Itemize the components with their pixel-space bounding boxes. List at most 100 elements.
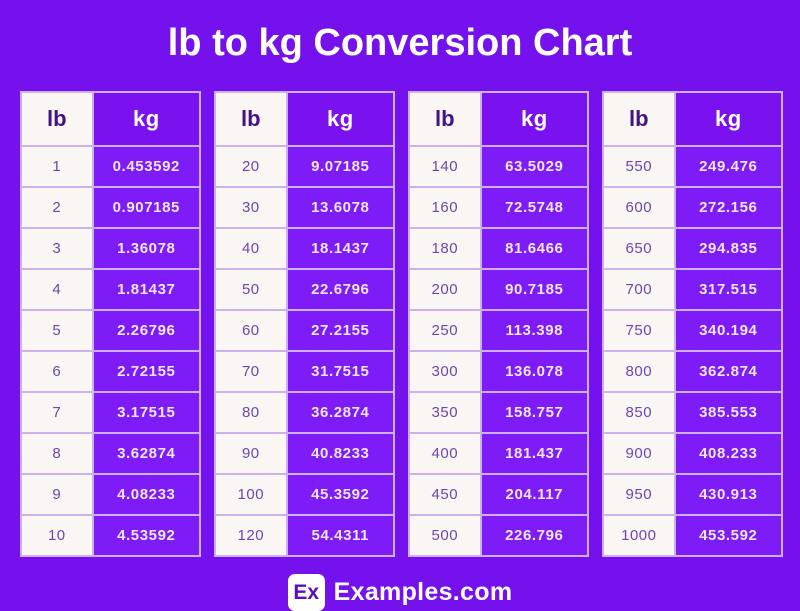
header-row: lb kg bbox=[214, 91, 396, 147]
kg-value-cell: 430.913 bbox=[673, 473, 784, 516]
kg-value-cell: 63.5029 bbox=[479, 145, 590, 188]
table-row: 6 2.72155 bbox=[20, 350, 202, 393]
lb-value-cell: 750 bbox=[602, 309, 676, 352]
lb-value-cell: 180 bbox=[408, 227, 482, 270]
conversion-tables: lb kg 1 0.453592 2 0.907185 3 1.36078 4 1.81437… bbox=[0, 65, 800, 557]
conversion-table-1: lb kg 1 0.453592 2 0.907185 3 1.36078 4 1.81437… bbox=[20, 91, 202, 557]
lb-value-cell: 900 bbox=[602, 432, 676, 475]
table-row: 80 36.2874 bbox=[214, 391, 396, 434]
table-row: 900 408.233 bbox=[602, 432, 784, 475]
table-row: 3 1.36078 bbox=[20, 227, 202, 270]
lb-value-cell: 300 bbox=[408, 350, 482, 393]
examples-logo-icon: Ex bbox=[287, 574, 325, 611]
table-row: 750 340.194 bbox=[602, 309, 784, 352]
kg-value-cell: 1.36078 bbox=[91, 227, 202, 270]
kg-value-cell: 362.874 bbox=[673, 350, 784, 393]
table-row: 2 0.907185 bbox=[20, 186, 202, 229]
lb-value-cell: 90 bbox=[214, 432, 288, 475]
conversion-table-3: lb kg 140 63.5029 160 72.5748 180 81.6466 200 9… bbox=[408, 91, 590, 557]
kg-column-header: kg bbox=[673, 91, 784, 147]
kg-value-cell: 4.08233 bbox=[91, 473, 202, 516]
kg-value-cell: 453.592 bbox=[673, 514, 784, 557]
lb-value-cell: 950 bbox=[602, 473, 676, 516]
kg-value-cell: 408.233 bbox=[673, 432, 784, 475]
kg-value-cell: 2.26796 bbox=[91, 309, 202, 352]
table-row: 100 45.3592 bbox=[214, 473, 396, 516]
table-row: 7 3.17515 bbox=[20, 391, 202, 434]
lb-value-cell: 7 bbox=[20, 391, 94, 434]
table-row: 600 272.156 bbox=[602, 186, 784, 229]
table-row: 1 0.453592 bbox=[20, 145, 202, 188]
header-row: lb kg bbox=[408, 91, 590, 147]
kg-column-header: kg bbox=[285, 91, 396, 147]
table-row: 1000 453.592 bbox=[602, 514, 784, 557]
table-row: 120 54.4311 bbox=[214, 514, 396, 557]
table-row: 950 430.913 bbox=[602, 473, 784, 516]
lb-value-cell: 20 bbox=[214, 145, 288, 188]
lb-value-cell: 3 bbox=[20, 227, 94, 270]
kg-value-cell: 81.6466 bbox=[479, 227, 590, 270]
lb-value-cell: 30 bbox=[214, 186, 288, 229]
lb-value-cell: 600 bbox=[602, 186, 676, 229]
lb-value-cell: 200 bbox=[408, 268, 482, 311]
lb-value-cell: 50 bbox=[214, 268, 288, 311]
lb-value-cell: 550 bbox=[602, 145, 676, 188]
kg-value-cell: 294.835 bbox=[673, 227, 784, 270]
table-row: 800 362.874 bbox=[602, 350, 784, 393]
lb-column-header: lb bbox=[408, 91, 482, 147]
conversion-table-4: lb kg 550 249.476 600 272.156 650 294.835 700 3… bbox=[602, 91, 784, 557]
header-row: lb kg bbox=[602, 91, 784, 147]
kg-value-cell: 54.4311 bbox=[285, 514, 396, 557]
table-row: 50 22.6796 bbox=[214, 268, 396, 311]
table-row: 400 181.437 bbox=[408, 432, 590, 475]
lb-value-cell: 700 bbox=[602, 268, 676, 311]
table-row: 20 9.07185 bbox=[214, 145, 396, 188]
footer: Ex Examples.com bbox=[0, 574, 800, 611]
lb-value-cell: 120 bbox=[214, 514, 288, 557]
lb-value-cell: 1 bbox=[20, 145, 94, 188]
table-row: 250 113.398 bbox=[408, 309, 590, 352]
lb-value-cell: 800 bbox=[602, 350, 676, 393]
lb-value-cell: 10 bbox=[20, 514, 94, 557]
table-row: 40 18.1437 bbox=[214, 227, 396, 270]
kg-value-cell: 136.078 bbox=[479, 350, 590, 393]
table-row: 550 249.476 bbox=[602, 145, 784, 188]
lb-value-cell: 250 bbox=[408, 309, 482, 352]
table-row: 700 317.515 bbox=[602, 268, 784, 311]
lb-value-cell: 80 bbox=[214, 391, 288, 434]
lb-column-header: lb bbox=[602, 91, 676, 147]
kg-value-cell: 27.2155 bbox=[285, 309, 396, 352]
lb-value-cell: 2 bbox=[20, 186, 94, 229]
lb-value-cell: 8 bbox=[20, 432, 94, 475]
table-row: 140 63.5029 bbox=[408, 145, 590, 188]
lb-value-cell: 500 bbox=[408, 514, 482, 557]
kg-value-cell: 181.437 bbox=[479, 432, 590, 475]
table-row: 70 31.7515 bbox=[214, 350, 396, 393]
table-row: 30 13.6078 bbox=[214, 186, 396, 229]
conversion-table-2: lb kg 20 9.07185 30 13.6078 40 18.1437 50 22.67… bbox=[214, 91, 396, 557]
table-row: 4 1.81437 bbox=[20, 268, 202, 311]
table-row: 850 385.553 bbox=[602, 391, 784, 434]
lb-value-cell: 140 bbox=[408, 145, 482, 188]
table-row: 650 294.835 bbox=[602, 227, 784, 270]
kg-value-cell: 158.757 bbox=[479, 391, 590, 434]
kg-value-cell: 40.8233 bbox=[285, 432, 396, 475]
table-row: 300 136.078 bbox=[408, 350, 590, 393]
table-row: 350 158.757 bbox=[408, 391, 590, 434]
lb-value-cell: 9 bbox=[20, 473, 94, 516]
lb-value-cell: 70 bbox=[214, 350, 288, 393]
kg-value-cell: 72.5748 bbox=[479, 186, 590, 229]
site-name: Examples.com bbox=[333, 578, 513, 606]
kg-value-cell: 31.7515 bbox=[285, 350, 396, 393]
kg-value-cell: 22.6796 bbox=[285, 268, 396, 311]
kg-value-cell: 0.453592 bbox=[91, 145, 202, 188]
lb-value-cell: 350 bbox=[408, 391, 482, 434]
table-row: 200 90.7185 bbox=[408, 268, 590, 311]
lb-column-header: lb bbox=[214, 91, 288, 147]
lb-value-cell: 40 bbox=[214, 227, 288, 270]
page-title: lb to kg Conversion Chart bbox=[167, 22, 633, 64]
kg-value-cell: 4.53592 bbox=[91, 514, 202, 557]
kg-value-cell: 13.6078 bbox=[285, 186, 396, 229]
kg-value-cell: 385.553 bbox=[673, 391, 784, 434]
